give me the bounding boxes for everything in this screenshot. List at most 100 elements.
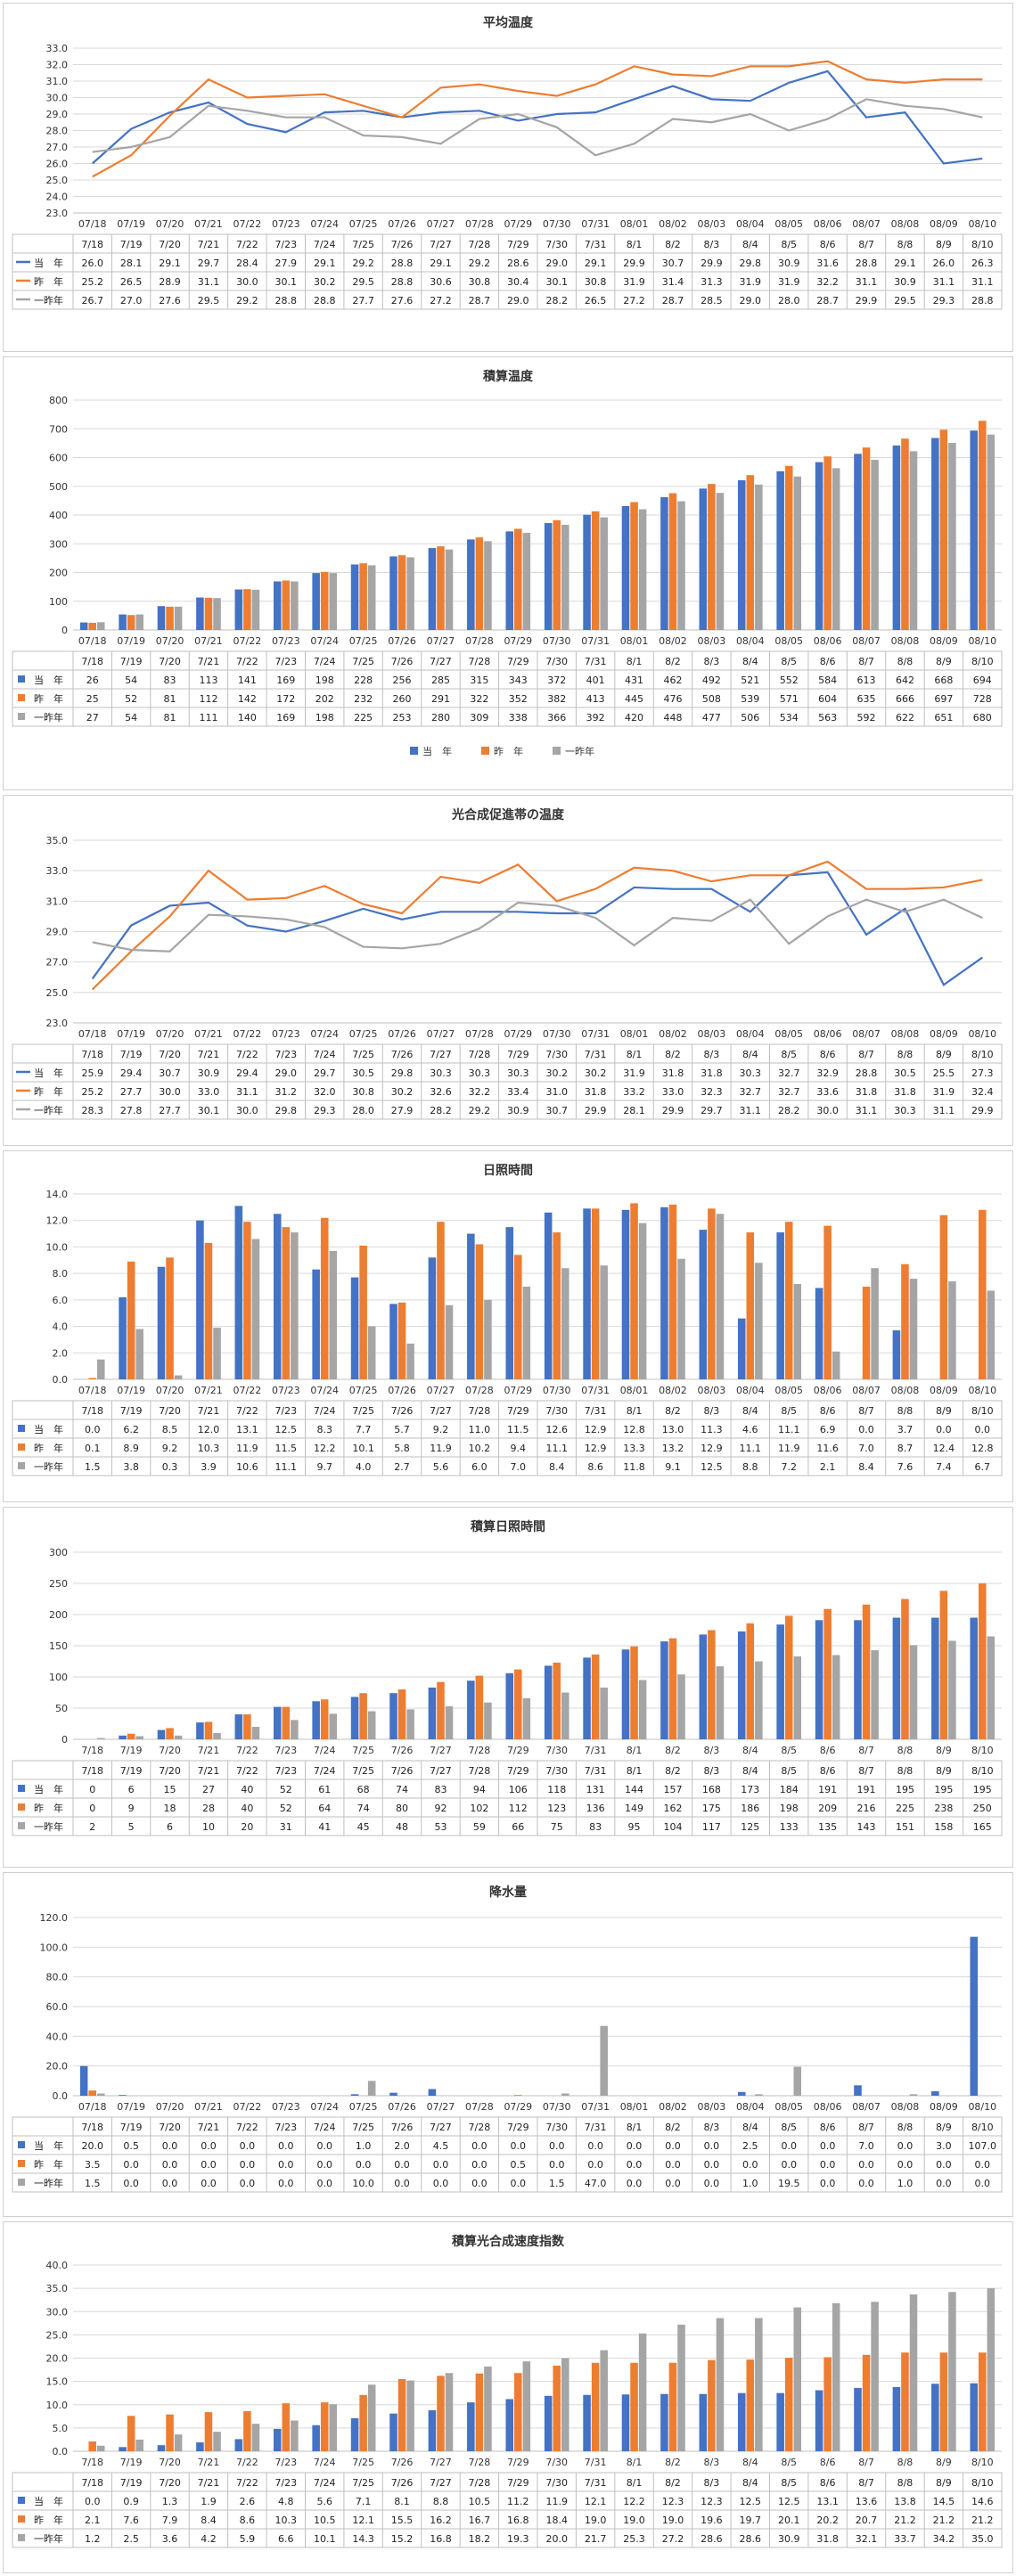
table-value-cell: 28.0 (778, 295, 800, 307)
table-value-cell: 680 (973, 712, 992, 724)
table-value-cell: 31.8 (894, 1086, 916, 1098)
x-tick-label: 08/06 (814, 2101, 842, 2113)
table-value-cell: 64 (318, 1803, 331, 1814)
table-value-cell: 0.0 (316, 2159, 332, 2171)
table-header-cell: 7/24 (314, 1405, 336, 1417)
table-value-cell: 12.8 (623, 1424, 645, 1435)
table-value-cell: 33.7 (894, 2533, 916, 2545)
y-tick-label: 33.0 (46, 43, 69, 54)
y-tick-label: 700 (49, 423, 68, 435)
x-tick-label: 07/28 (465, 635, 494, 647)
table-value-cell: 29.5 (198, 295, 220, 307)
bar (127, 615, 135, 630)
bar (668, 2362, 677, 2451)
x-tick-label: 07/24 (310, 635, 339, 647)
bar (755, 2094, 763, 2096)
chart-svg: 日照時間 0.0 2.0 4.0 6.0 8.0 10.0 12.0 14.0 07/18 07/1… (12, 1163, 1003, 1476)
table-value-cell: 27.9 (391, 1105, 414, 1116)
bar (909, 2094, 918, 2096)
table-value-cell: 8.4 (201, 2515, 217, 2526)
table-value-cell: 728 (973, 693, 992, 705)
bar (119, 2447, 127, 2451)
table-value-cell: 584 (818, 675, 837, 686)
table-header-cell: 8/1 (627, 1765, 643, 1777)
table-header-cell: 8/5 (781, 239, 797, 250)
y-tick-label: 200 (49, 1609, 68, 1621)
bar (445, 1304, 454, 1379)
table-header-cell: 8/3 (704, 1765, 720, 1777)
legend-label: 昨 年 (494, 745, 523, 757)
table-header-cell: 7/31 (585, 239, 607, 250)
table-header-cell: 8/3 (704, 2122, 720, 2133)
bar (135, 1736, 143, 1739)
table-value-cell: 158 (934, 1821, 953, 1833)
table-value-cell: 29.3 (933, 295, 955, 307)
x-tick-label: 07/18 (78, 2101, 107, 2113)
bar (660, 1641, 668, 1739)
table-value-cell: 0.0 (704, 2140, 720, 2152)
table-value-cell: 12.9 (701, 1443, 723, 1454)
table-header-cell: 7/19 (120, 239, 143, 250)
table-value-cell: 15.2 (391, 2533, 414, 2545)
y-tick-label: 27.0 (46, 142, 69, 153)
table-value-cell: 27.0 (120, 295, 143, 307)
table-value-cell: 13.0 (662, 1424, 684, 1435)
bar (948, 2292, 956, 2451)
table-value-cell: 0.1 (85, 1443, 101, 1454)
table-header-cell: 7/18 (81, 656, 103, 667)
table-value-cell: 0.0 (201, 2159, 217, 2171)
x-tick-label: 07/27 (427, 218, 455, 230)
bar (157, 2445, 166, 2451)
x-tick-label: 8/6 (820, 1745, 836, 1756)
bar (776, 2392, 784, 2451)
bar (561, 524, 569, 630)
table-value-cell: 31.9 (623, 276, 645, 288)
bar (96, 2093, 105, 2096)
bar (522, 2361, 531, 2451)
x-tick-label: 07/22 (234, 2101, 262, 2113)
table-header-cell: 8/9 (936, 1405, 952, 1417)
table-value-cell: 30.8 (352, 1086, 374, 1098)
series-label: 昨 年 (34, 692, 63, 705)
table-header-cell: 7/26 (391, 1049, 414, 1060)
table-header-cell: 8/5 (781, 1405, 797, 1417)
table-header-cell: 7/28 (469, 2122, 491, 2133)
bar (282, 1706, 291, 1739)
x-tick-label: 07/18 (78, 635, 107, 647)
table-value-cell: 41 (318, 1821, 331, 1833)
bar (931, 1617, 939, 1739)
bar (514, 1255, 522, 1379)
x-tick-label: 08/05 (774, 2101, 803, 2113)
x-tick-label: 07/23 (272, 1385, 300, 1396)
table-value-cell: 28.9 (159, 276, 181, 288)
table-value-cell: 1.5 (85, 2178, 101, 2189)
table-value-cell: 169 (276, 712, 295, 724)
table-value-cell: 0.3 (162, 1461, 178, 1473)
bar (204, 1242, 213, 1379)
table-value-cell: 8.1 (394, 2496, 410, 2507)
table-header-cell: 8/2 (665, 1405, 681, 1417)
bar (854, 2085, 862, 2096)
table-header-cell: 8/9 (936, 2477, 952, 2489)
table-value-cell: 28.6 (507, 258, 529, 269)
table-value-cell: 106 (509, 1784, 528, 1795)
table-value-cell: 28.8 (314, 295, 336, 307)
table-value-cell: 30.3 (430, 1067, 452, 1079)
bar (939, 2352, 948, 2451)
table-value-cell: 29.7 (198, 258, 220, 269)
table-value-cell: 0.0 (394, 2159, 410, 2171)
bar (638, 1680, 647, 1739)
table-value-cell: 31.1 (971, 276, 994, 288)
table-value-cell: 1.5 (85, 1461, 101, 1473)
table-header-cell: 8/6 (820, 1405, 836, 1417)
table-header-cell: 7/27 (430, 2122, 452, 2133)
table-header-cell: 8/1 (627, 2477, 643, 2489)
table-value-cell: 25.2 (81, 276, 103, 288)
table-value-cell: 27.9 (275, 258, 298, 269)
table-value-cell: 28.2 (545, 295, 568, 307)
table-value-cell: 2.5 (123, 2533, 139, 2545)
bar (428, 2089, 437, 2096)
legend-swatch (18, 2534, 25, 2541)
table-value-cell: 477 (702, 712, 721, 724)
table-value-cell: 31.8 (662, 1067, 684, 1079)
